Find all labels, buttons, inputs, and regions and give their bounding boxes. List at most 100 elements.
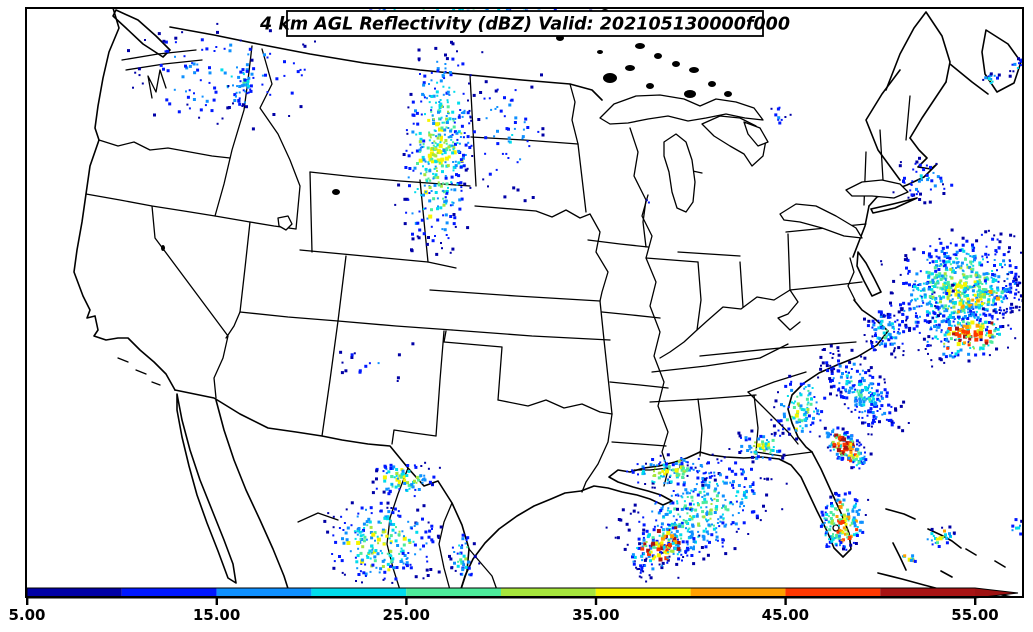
echo-cell bbox=[665, 469, 669, 473]
echo-cell bbox=[166, 49, 170, 53]
echo-cell bbox=[956, 265, 960, 269]
echo-cell bbox=[830, 502, 833, 505]
echo-cell bbox=[994, 253, 997, 256]
echo-cell bbox=[390, 559, 394, 563]
echo-cell bbox=[929, 300, 932, 303]
missouri-river-ne bbox=[589, 213, 609, 302]
echo-cell bbox=[379, 567, 383, 571]
echo-cell bbox=[367, 4, 369, 6]
echo-cell bbox=[784, 116, 787, 118]
echo-cell bbox=[894, 320, 897, 323]
echo-cell bbox=[462, 92, 465, 95]
echo-cell bbox=[467, 99, 469, 102]
echo-cell bbox=[376, 535, 379, 538]
echo-cell bbox=[987, 334, 991, 338]
echo-cell bbox=[531, 196, 535, 199]
echo-cell bbox=[933, 276, 937, 280]
echo-cell bbox=[1009, 286, 1013, 290]
echo-cell bbox=[802, 408, 806, 412]
echo-cell bbox=[530, 85, 534, 89]
echo-cell bbox=[858, 444, 861, 447]
echo-cell bbox=[845, 374, 849, 378]
ok-ar-border bbox=[603, 339, 613, 415]
echo-cell bbox=[836, 457, 839, 460]
echo-cell bbox=[371, 491, 375, 495]
echo-cell bbox=[678, 523, 682, 526]
echo-cell bbox=[414, 109, 417, 113]
echo-cell bbox=[922, 251, 925, 255]
echo-cell bbox=[527, 5, 529, 7]
echo-cell bbox=[984, 252, 988, 256]
echo-cell bbox=[452, 144, 455, 147]
echo-cell bbox=[464, 168, 468, 172]
echo-cell bbox=[666, 482, 669, 485]
echo-cell bbox=[668, 468, 671, 471]
echo-cell bbox=[977, 290, 980, 293]
echo-cell bbox=[692, 515, 696, 519]
echo-cell bbox=[426, 97, 428, 100]
echo-cell bbox=[978, 334, 983, 339]
echo-cell bbox=[850, 386, 854, 390]
echo-cell bbox=[974, 353, 978, 357]
echo-cell bbox=[415, 111, 419, 115]
echo-cell bbox=[835, 452, 839, 456]
echo-cell bbox=[450, 40, 453, 44]
echo-cell bbox=[663, 482, 666, 485]
echo-cell bbox=[825, 543, 828, 546]
colorbar-tick-label: 15.00 bbox=[193, 606, 240, 624]
echo-cell bbox=[985, 272, 989, 276]
echo-cell bbox=[141, 82, 144, 85]
echo-cell bbox=[696, 502, 699, 504]
echo-cell bbox=[794, 413, 799, 418]
baja-california bbox=[176, 393, 237, 584]
echo-cell bbox=[973, 316, 976, 319]
echo-cell bbox=[870, 402, 874, 406]
echo-cell bbox=[649, 550, 653, 554]
echo-cell bbox=[962, 308, 965, 311]
echo-cell bbox=[734, 461, 738, 465]
echo-cell bbox=[945, 338, 949, 342]
echo-cell bbox=[839, 438, 843, 442]
echo-cell bbox=[882, 331, 886, 335]
echo-cell bbox=[907, 196, 910, 199]
echo-cell bbox=[966, 263, 969, 266]
echo-cell bbox=[926, 178, 930, 182]
echo-cell bbox=[830, 379, 834, 382]
echo-cell bbox=[891, 325, 895, 329]
echo-cell bbox=[651, 458, 655, 461]
echo-cell bbox=[737, 484, 741, 487]
echo-cell bbox=[934, 282, 938, 286]
echo-cell bbox=[1016, 67, 1019, 69]
echo-cell bbox=[739, 468, 742, 471]
echo-cell bbox=[825, 517, 828, 520]
echo-cell bbox=[391, 528, 395, 532]
echo-cell bbox=[860, 355, 863, 358]
echo-cell bbox=[676, 502, 679, 505]
echo-cell bbox=[837, 536, 841, 540]
echo-cell bbox=[888, 323, 892, 327]
echo-cell bbox=[831, 430, 835, 434]
echo-cell bbox=[956, 322, 960, 326]
echo-cell bbox=[982, 272, 986, 276]
echo-cell bbox=[422, 193, 425, 197]
echo-cell bbox=[847, 380, 850, 382]
echo-cell bbox=[648, 574, 651, 577]
echo-cell bbox=[429, 179, 432, 182]
echo-cell bbox=[731, 521, 735, 525]
echo-cell bbox=[938, 295, 941, 298]
echo-cell bbox=[809, 430, 812, 433]
echo-cell bbox=[763, 477, 766, 480]
echo-cell bbox=[513, 127, 516, 130]
echo-cell bbox=[998, 332, 1001, 336]
echo-cell bbox=[987, 329, 992, 334]
echo-cell bbox=[979, 331, 983, 336]
echo-cell bbox=[427, 177, 430, 180]
echo-cell bbox=[675, 475, 679, 479]
echo-cell bbox=[912, 289, 915, 292]
echo-cell bbox=[946, 295, 950, 299]
echo-cell bbox=[979, 263, 982, 266]
echo-cell bbox=[164, 50, 167, 53]
echo-cell bbox=[734, 472, 738, 476]
echo-cell bbox=[897, 310, 901, 314]
echo-cell bbox=[692, 540, 696, 543]
